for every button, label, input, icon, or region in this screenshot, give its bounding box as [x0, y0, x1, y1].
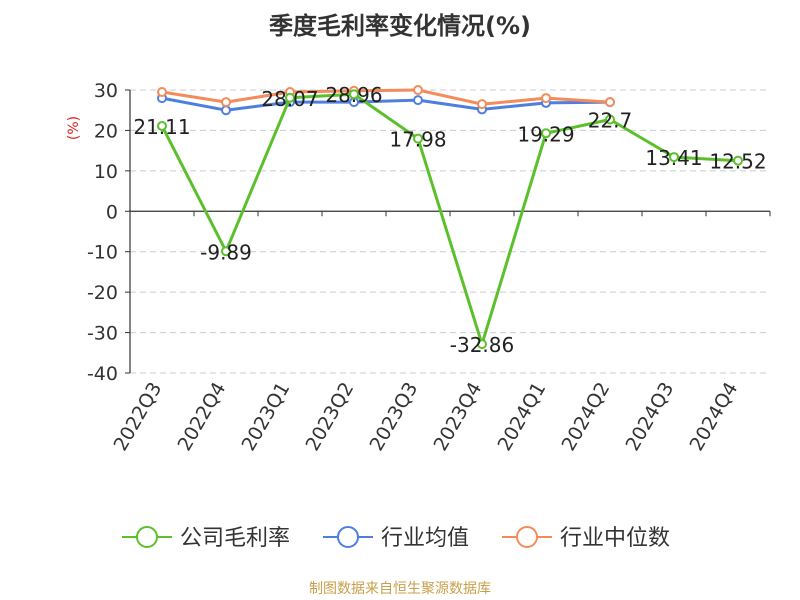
legend-marker: [136, 526, 158, 548]
data-label: 17.98: [389, 128, 446, 152]
x-tick-label: 2022Q4: [174, 379, 231, 455]
series-point: [477, 339, 487, 350]
data-label: 21.11: [133, 115, 190, 139]
series-lines: [157, 85, 743, 350]
series-point: [221, 246, 231, 257]
data-label: 28.07: [261, 87, 318, 111]
series-point: [541, 128, 551, 139]
series-point: [157, 120, 167, 131]
legend-item: 行业中位数: [502, 526, 670, 551]
series-point: [541, 93, 551, 104]
y-tick-label: 0: [106, 201, 118, 223]
series-point: [413, 85, 423, 95]
x-tick-label: 2024Q1: [494, 379, 551, 455]
legend-label: 行业中位数: [560, 526, 670, 551]
legend-item: 行业均值: [323, 526, 469, 551]
series-point: [733, 155, 743, 166]
x-tick-label: 2023Q4: [430, 379, 487, 455]
legend-item: 公司毛利率: [122, 526, 290, 551]
series-point: [413, 95, 423, 106]
data-labels: 21.11 -9.89 28.07 28.96 17.98 -32.86 19.29 22.7…: [133, 83, 766, 357]
legend: 公司毛利率 行业均值 行业中位数: [122, 526, 670, 551]
series-point: [285, 92, 295, 103]
data-label: 28.96: [325, 83, 382, 107]
series-point: [669, 152, 679, 163]
series-point: [349, 89, 359, 100]
series-point: [221, 105, 231, 116]
data-label: 13.41: [645, 146, 702, 170]
legend-label: 行业均值: [381, 526, 469, 551]
y-tick-label: -10: [87, 242, 118, 264]
data-label: 22.7: [588, 109, 633, 133]
y-tick-label: -20: [87, 282, 118, 304]
grid-lines: [130, 89, 770, 374]
x-tick-label: 2024Q3: [622, 379, 679, 455]
y-tick-label: 20: [94, 120, 118, 142]
series-point: [413, 133, 423, 144]
legend-label: 公司毛利率: [180, 526, 290, 551]
legend-marker: [516, 526, 538, 548]
legend-marker: [337, 526, 359, 548]
y-tick-label: -30: [87, 323, 118, 345]
y-tick-label: -40: [87, 363, 118, 385]
series-point: [605, 97, 615, 108]
y-tick-label: 10: [94, 161, 118, 183]
source-footnote: 制图数据来自恒生聚源数据库: [309, 581, 491, 597]
x-tick-label: 2023Q1: [238, 379, 295, 455]
y-tick-label: 30: [94, 80, 118, 102]
series-point: [221, 97, 231, 108]
data-label: 19.29: [517, 122, 574, 146]
series-line: [161, 88, 611, 106]
series-0: [157, 89, 743, 350]
data-label: -32.86: [450, 333, 514, 357]
chart-title: 季度毛利率变化情况(%): [269, 12, 531, 40]
x-tick-label: 2024Q2: [558, 379, 615, 455]
data-label: 12.52: [709, 150, 766, 174]
series-point: [157, 87, 167, 98]
series-point: [477, 99, 487, 110]
x-tick-label: 2023Q3: [366, 379, 423, 455]
series-line: [160, 92, 739, 346]
series-line: [161, 96, 611, 112]
x-tick-label: 2022Q3: [110, 379, 167, 455]
y-axis-label: (%): [66, 116, 82, 140]
data-label: -9.89: [200, 240, 252, 264]
x-tick-label: 2024Q4: [686, 379, 743, 455]
series-2: [157, 85, 615, 110]
x-tick-label: 2023Q2: [302, 379, 359, 455]
series-point: [605, 114, 615, 125]
